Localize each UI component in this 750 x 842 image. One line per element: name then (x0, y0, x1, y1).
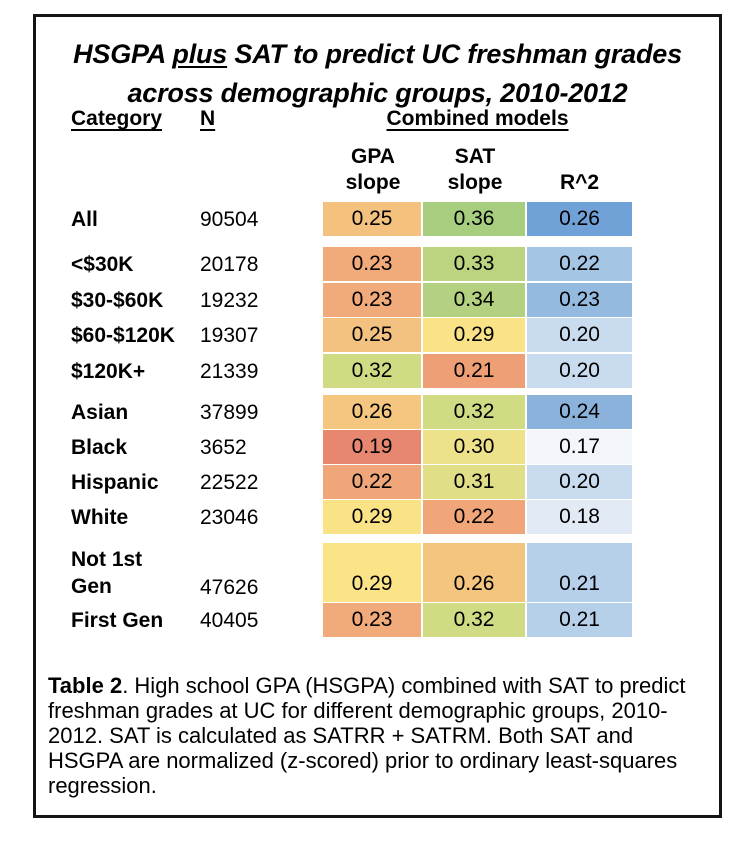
column-header-combined-models: Combined models (386, 107, 569, 130)
gpa-slope-cell: 0.32 (323, 354, 423, 389)
row-n-value: 20178 (200, 252, 259, 276)
r2-cell: 0.21 (527, 603, 632, 638)
gpa-slope-cell: 0.23 (323, 283, 423, 318)
r2-cell: 0.17 (527, 430, 632, 465)
row-n-value: 21339 (200, 359, 259, 383)
r2-cell: 0.22 (527, 247, 632, 282)
gpa-slope-cell: 0.19 (323, 430, 423, 465)
gpa-slope-cell: 0.22 (323, 465, 423, 500)
r2-cell: 0.20 (527, 465, 632, 500)
row-n-value: 47626 (200, 576, 259, 599)
figure-title-line1: HSGPA plus SAT to predict UC freshman gr… (36, 35, 719, 74)
sat-slope-cell: 0.30 (423, 430, 527, 465)
sat-slope-cell: 0.31 (423, 465, 527, 500)
title-text-pre: HSGPA (73, 39, 173, 69)
gpa-slope-cell: 0.23 (323, 247, 423, 282)
row-category-label: Not 1st Gen (71, 548, 143, 598)
row-n-value: 23046 (200, 505, 259, 529)
table-row-asian: Asian 37899 0.26 0.32 0.24 (36, 395, 632, 430)
sat-slope-cell: 0.32 (423, 603, 527, 638)
sat-slope-cell: 0.26 (423, 543, 527, 603)
table-row-under30k: <$30K 20178 0.23 0.33 0.22 (36, 247, 632, 282)
table-row-hispanic: Hispanic 22522 0.22 0.31 0.20 (36, 465, 632, 500)
row-category-label: $60-$120K (71, 324, 175, 347)
figure-title-line2: across demographic groups, 2010-2012 (127, 78, 628, 108)
subheader-sat-slope: SAT slope (447, 145, 503, 194)
figure-border: HSGPA plus SAT to predict UC freshman gr… (33, 14, 722, 818)
r2-cell: 0.21 (527, 543, 632, 603)
subheader-gpa-slope: GPA slope (345, 145, 401, 194)
row-n-value: 3652 (200, 435, 247, 459)
caption-text: . High school GPA (HSGPA) combined with … (48, 673, 686, 798)
gpa-slope-cell: 0.25 (323, 202, 423, 237)
row-n-value: 19232 (200, 288, 259, 312)
row-n-value: 19307 (200, 323, 259, 347)
row-category-label: Asian (71, 401, 129, 424)
sat-slope-cell: 0.34 (423, 283, 527, 318)
r2-cell: 0.20 (527, 354, 632, 389)
table-row-30-60k: $30-$60K 19232 0.23 0.34 0.23 (36, 283, 632, 318)
title-text-underlined: plus (172, 39, 228, 69)
row-category-label: Black (71, 436, 128, 459)
caption-label: Table 2 (48, 673, 123, 698)
row-n-value: 40405 (200, 608, 259, 632)
table-row-first-gen: First Gen 40405 0.23 0.32 0.21 (36, 603, 632, 638)
table-row-white: White 23046 0.29 0.22 0.18 (36, 500, 632, 535)
row-category-label: $120K+ (71, 360, 146, 383)
title-text-post: SAT to predict UC freshman grades (227, 39, 682, 69)
r2-cell: 0.23 (527, 283, 632, 318)
r2-cell: 0.18 (527, 500, 632, 535)
r2-cell: 0.26 (527, 202, 632, 237)
table-row-all: All 90504 0.25 0.36 0.26 (36, 202, 632, 237)
table-row-black: Black 3652 0.19 0.30 0.17 (36, 430, 632, 465)
sat-slope-cell: 0.29 (423, 318, 527, 353)
row-category-label: Hispanic (71, 471, 159, 494)
figure-title: HSGPA plus SAT to predict UC freshman gr… (36, 35, 719, 113)
row-category-label: White (71, 506, 129, 529)
gpa-slope-cell: 0.26 (323, 395, 423, 430)
gpa-slope-cell: 0.25 (323, 318, 423, 353)
table-row-not-first-gen: Not 1st Gen 47626 0.29 0.26 0.21 (36, 543, 632, 603)
row-n-value: 37899 (200, 400, 259, 424)
table-row-60-120k: $60-$120K 19307 0.25 0.29 0.20 (36, 318, 632, 353)
gpa-slope-cell: 0.23 (323, 603, 423, 638)
row-n-value: 22522 (200, 470, 259, 494)
table-row-120k-plus: $120K+ 21339 0.32 0.21 0.20 (36, 354, 632, 389)
gpa-slope-cell: 0.29 (323, 543, 423, 603)
column-header-n: N (200, 107, 216, 130)
r2-cell: 0.20 (527, 318, 632, 353)
sat-slope-cell: 0.21 (423, 354, 527, 389)
sat-slope-cell: 0.36 (423, 202, 527, 237)
sat-slope-cell: 0.32 (423, 395, 527, 430)
r2-cell: 0.24 (527, 395, 632, 430)
sat-slope-cell: 0.22 (423, 500, 527, 535)
row-category-label: All (71, 208, 98, 231)
row-category-label: <$30K (71, 253, 134, 276)
row-n-value: 90504 (200, 207, 259, 231)
gpa-slope-cell: 0.29 (323, 500, 423, 535)
row-category-label: $30-$60K (71, 289, 164, 312)
sat-slope-cell: 0.33 (423, 247, 527, 282)
table-caption: Table 2. High school GPA (HSGPA) combine… (48, 673, 712, 798)
subheader-r2: R^2 (559, 171, 600, 194)
row-category-label: First Gen (71, 609, 164, 632)
column-header-category: Category (71, 107, 163, 130)
